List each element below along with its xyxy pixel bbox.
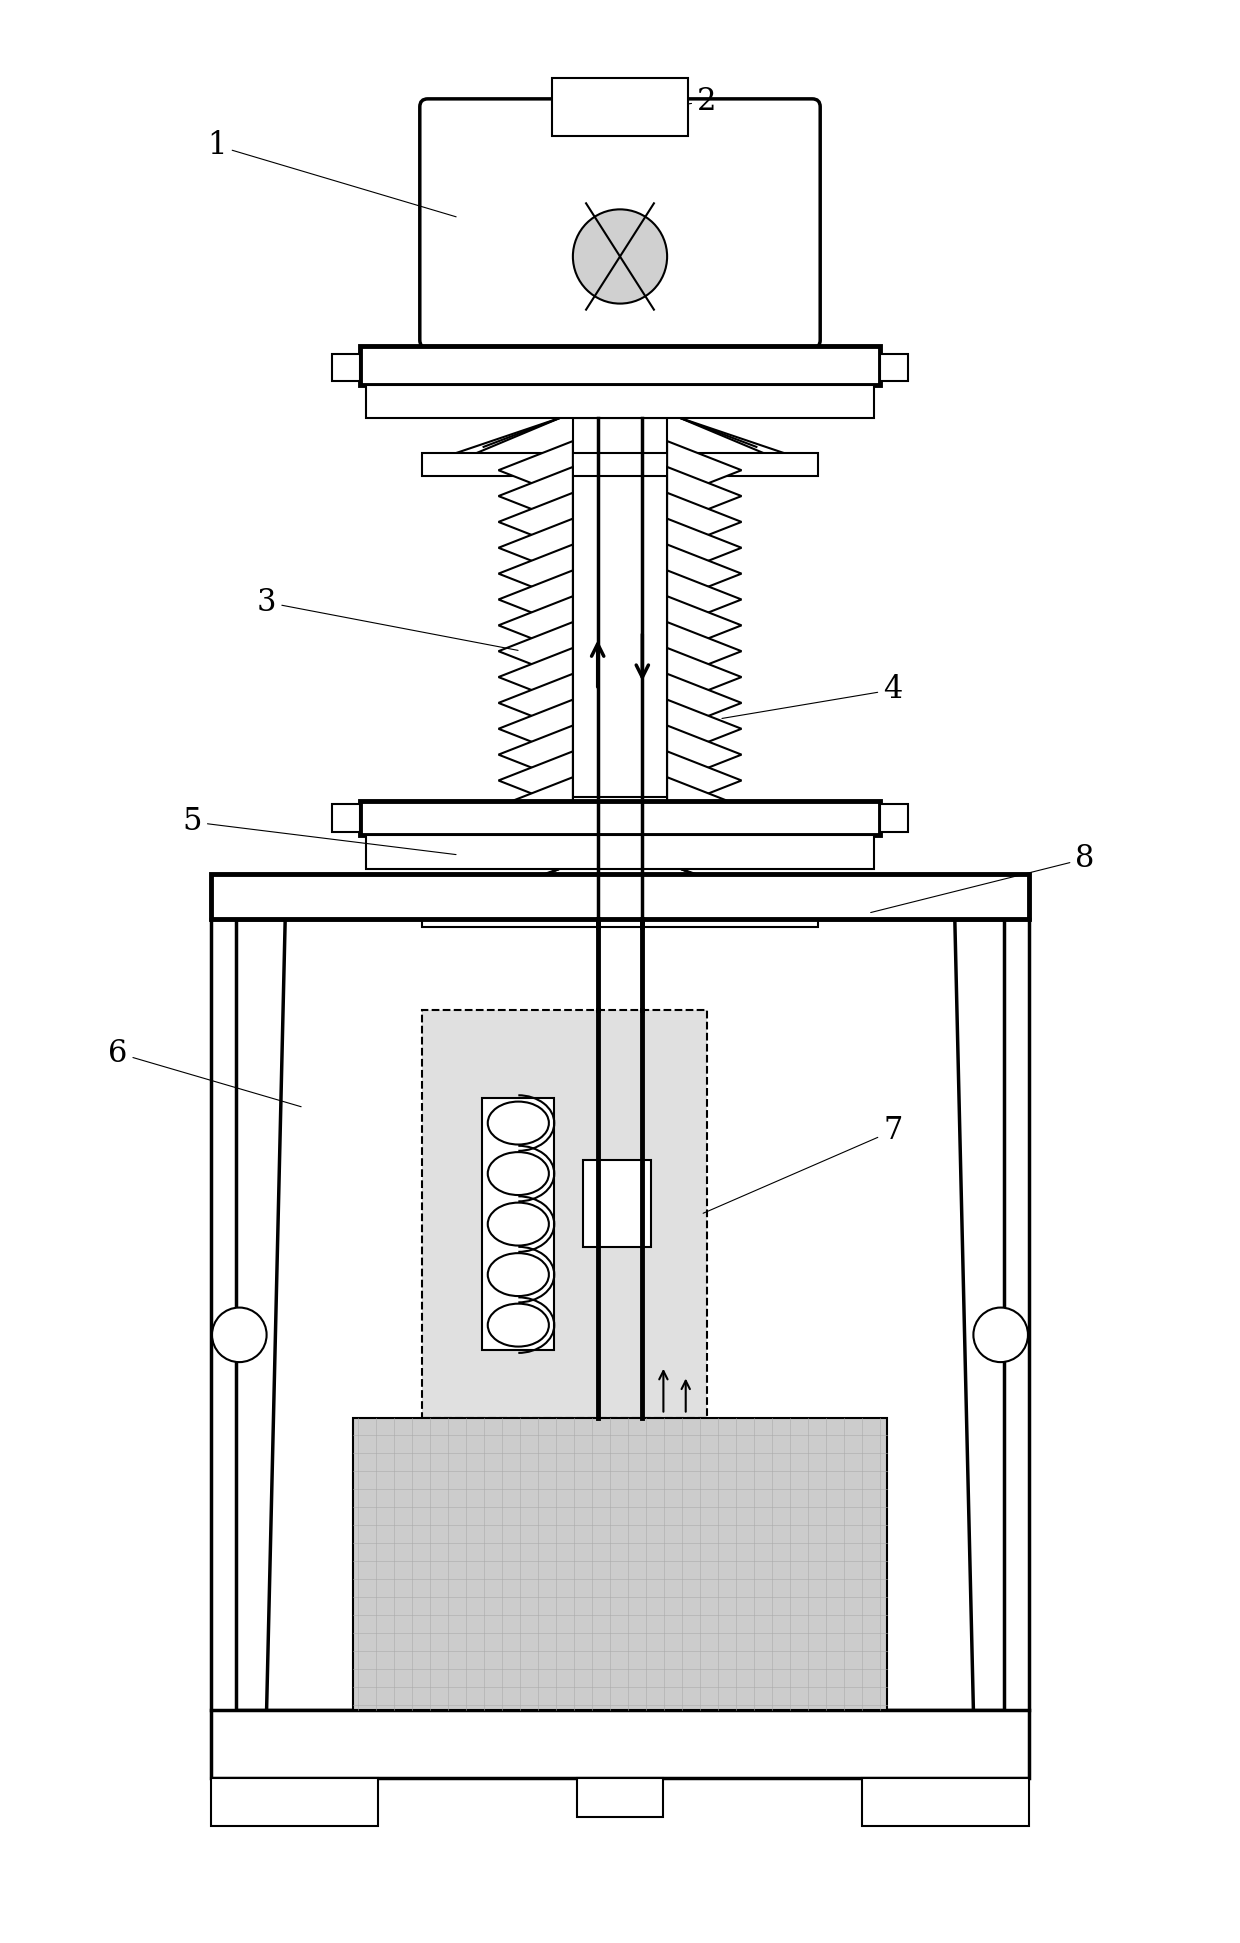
Polygon shape [498,725,573,783]
Bar [552,78,688,136]
Polygon shape [667,622,742,680]
Text: 5: 5 [182,806,456,855]
Polygon shape [498,597,573,655]
Polygon shape [498,466,573,525]
Bar [880,804,908,832]
Circle shape [212,1308,267,1362]
Circle shape [573,210,667,303]
Polygon shape [498,674,573,733]
Polygon shape [667,544,742,602]
Bar [482,1098,554,1350]
Polygon shape [667,647,742,705]
Polygon shape [498,752,573,810]
FancyBboxPatch shape [420,99,820,348]
Bar [422,453,818,476]
Bar [422,903,818,927]
Bar [862,1778,1029,1826]
Bar [360,346,880,385]
Bar [332,804,360,832]
Polygon shape [667,725,742,783]
Bar [577,1778,663,1817]
Polygon shape [667,699,742,758]
Circle shape [973,1308,1028,1362]
Polygon shape [667,519,742,577]
Text: 2: 2 [610,85,717,117]
Text: 4: 4 [722,674,903,719]
Bar [422,1010,707,1418]
Polygon shape [667,571,742,630]
Bar [880,354,908,381]
Polygon shape [667,494,742,552]
Polygon shape [667,674,742,733]
Polygon shape [667,777,742,835]
Bar [366,385,874,418]
Text: 8: 8 [870,843,1095,913]
Bar [360,801,880,835]
Polygon shape [498,622,573,680]
Polygon shape [667,752,742,810]
Text: 6: 6 [108,1038,301,1108]
Polygon shape [498,494,573,552]
Text: 7: 7 [703,1115,903,1212]
Text: 3: 3 [257,587,518,651]
Polygon shape [498,777,573,835]
Polygon shape [667,441,742,499]
Bar [366,835,874,869]
Bar [332,354,360,381]
Polygon shape [498,647,573,705]
Bar [211,1778,378,1826]
Bar [573,418,667,797]
Polygon shape [667,597,742,655]
Bar [583,1160,651,1247]
Polygon shape [498,571,573,630]
Polygon shape [498,519,573,577]
Bar [353,1418,887,1710]
Text: 1: 1 [207,130,456,218]
Polygon shape [667,466,742,525]
Polygon shape [498,441,573,499]
Bar [211,874,1029,919]
Polygon shape [498,699,573,758]
Polygon shape [498,544,573,602]
Bar [236,919,1004,1710]
Bar [211,1710,1029,1778]
